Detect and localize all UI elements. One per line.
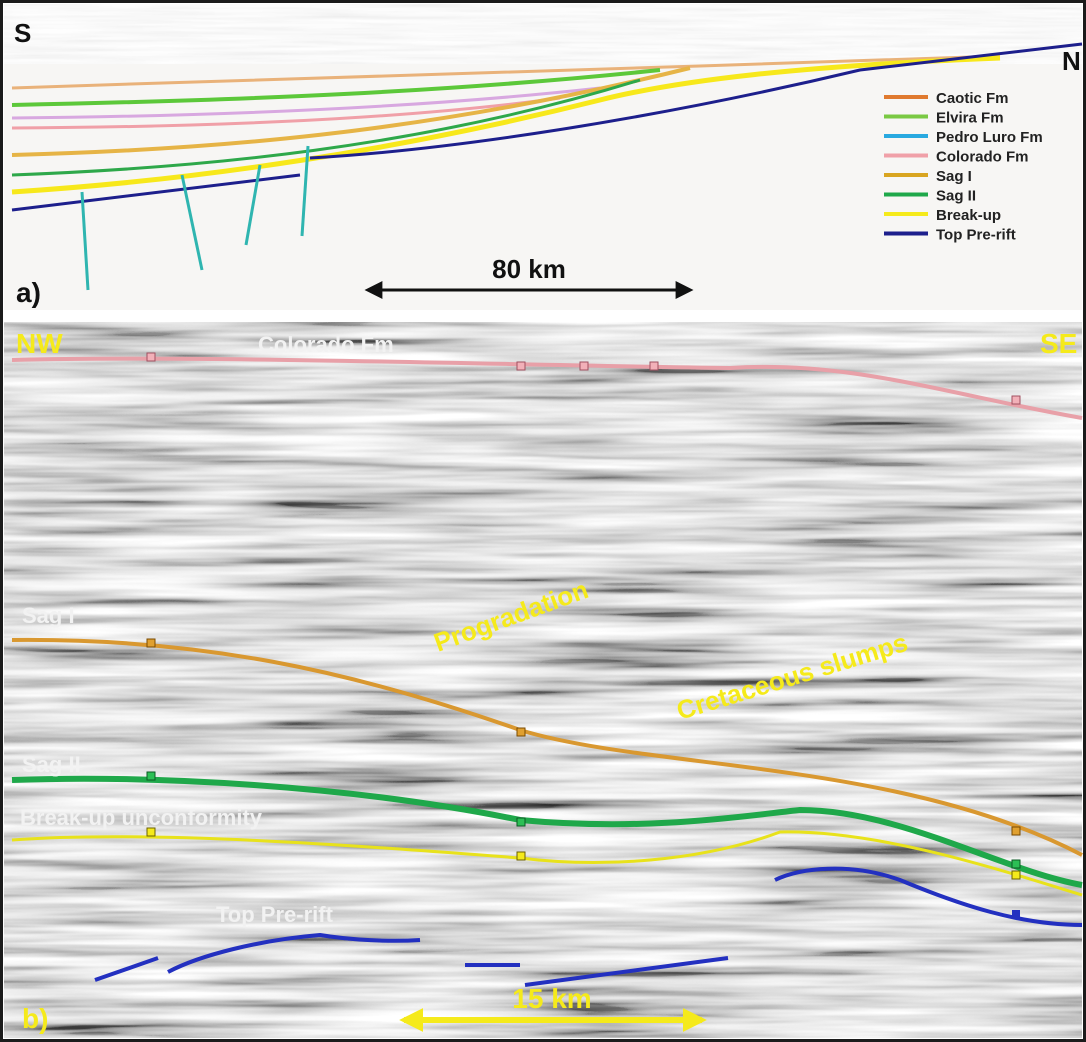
sag-ii-horizon [11, 78, 641, 177]
legend-label: Break-up [936, 207, 1001, 224]
break-up-unconformity-label: Break-up unconformity [20, 805, 263, 830]
scale-label-15km: 15 km [512, 983, 591, 1014]
panel-b-label: b) [22, 1003, 48, 1034]
panel-a-label: a) [16, 277, 41, 308]
top-pre-rift-horizon-b-west [94, 932, 421, 982]
well-markers-sag-ii [146, 771, 1021, 869]
direction-n: N [1062, 46, 1081, 76]
fault-lines [80, 145, 310, 291]
direction-se: SE [1040, 328, 1077, 359]
legend-label: Sag I [936, 168, 972, 185]
legend-label: Pedro Luro Fm [936, 129, 1043, 146]
legend-label: Caotic Fm [936, 90, 1009, 107]
direction-nw: NW [16, 328, 63, 359]
break-up-horizon-b [11, 830, 1083, 897]
top-pre-rift-horizon-b-center [465, 956, 729, 987]
sag-ii-label: Sag II [22, 752, 81, 777]
sag-i-horizon [11, 66, 691, 157]
scale-label-80km: 80 km [492, 254, 566, 284]
colorado-fm-label: Colorado Fm [258, 332, 394, 357]
sag-ii-horizon-b [11, 775, 1083, 888]
well-markers-sag-i [146, 638, 1021, 836]
well-marker-pre-rift [1012, 910, 1020, 918]
seismic-section [4, 322, 1082, 1038]
well-markers-break-up [146, 827, 1021, 880]
legend-label: Sag II [936, 188, 976, 205]
top-pre-rift-label: Top Pre-rift [216, 902, 334, 927]
top-pre-rift-horizon [11, 42, 1083, 212]
caotic-fm-horizon [11, 54, 1001, 90]
panel-a: S N a) 80 km Caotic Fm Elvira Fm Pedro Lur… [4, 4, 1083, 310]
well-markers-colorado [146, 352, 1021, 405]
legend-label: Elvira Fm [936, 110, 1004, 127]
top-pre-rift-horizon-b-east [774, 866, 1083, 927]
panel-a-seismic-strip [4, 4, 1082, 64]
pedro-luro-fm-horizon [11, 86, 601, 120]
colorado-fm-horizon [11, 96, 561, 130]
elvira-fm-horizon [11, 68, 661, 107]
direction-s: S [14, 18, 31, 48]
legend-label: Colorado Fm [936, 149, 1029, 166]
break-up-horizon [11, 55, 1001, 195]
legend: Caotic Fm Elvira Fm Pedro Luro Fm Colorado … [884, 90, 1043, 244]
panel-b: NW SE Colorado Fm Sag I Sag II Break-up … [4, 322, 1083, 1038]
legend-label: Top Pre-rift [936, 227, 1016, 244]
sag-i-label: Sag I [22, 603, 75, 628]
